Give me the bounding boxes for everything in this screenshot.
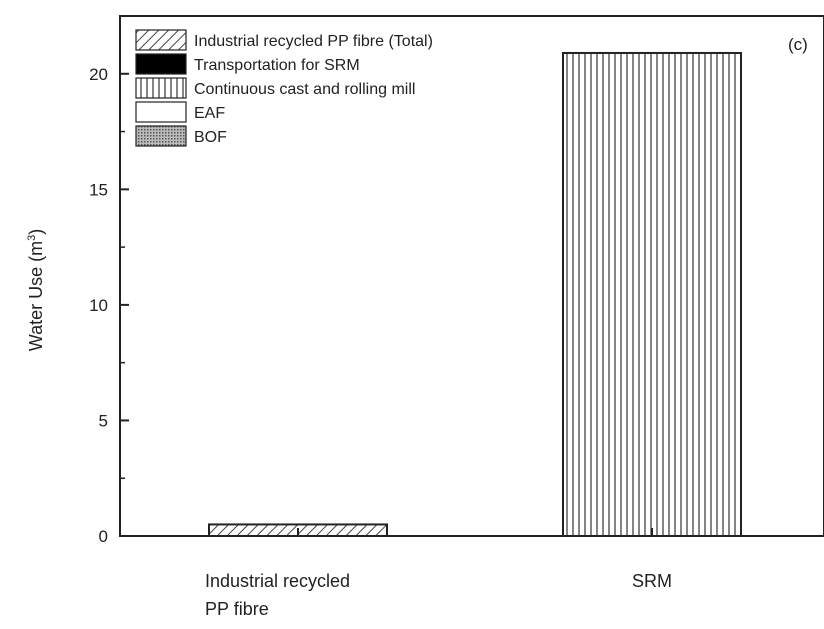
plot-frame [119, 15, 824, 537]
legend-label: EAF [194, 105, 225, 122]
y-axis-title: Water Use (m3) [26, 229, 46, 351]
legend-label: Transportation for SRM [194, 57, 360, 74]
x-category-label: Industrial recycled [205, 571, 350, 591]
legend-swatch [135, 53, 187, 75]
legend-label: Industrial recycled PP fibre (Total) [194, 33, 433, 50]
y-tick-label: 0 [99, 527, 108, 546]
bars-layer [208, 51, 742, 538]
x-category-label: PP fibre [205, 599, 269, 619]
y-axis-title-sup: 3 [26, 235, 38, 241]
y-axis-title-close: ) [26, 229, 46, 235]
y-tick-label: 10 [89, 296, 108, 315]
legend: Industrial recycled PP fibre (Total) Tran… [135, 29, 433, 147]
bar-segment [562, 51, 742, 537]
x-category-label: SRM [632, 571, 672, 591]
legend-label: Continuous cast and rolling mill [194, 81, 415, 98]
legend-swatch [135, 101, 187, 123]
y-tick-label: 20 [89, 65, 108, 84]
legend-swatch [135, 77, 187, 99]
y-tick-label: 15 [89, 180, 108, 199]
legend-label: BOF [194, 129, 227, 146]
legend-swatch [135, 29, 187, 51]
y-tick-label: 5 [99, 411, 108, 430]
panel-label: (c) [788, 35, 808, 54]
axes-layer: 0 5 10 15 20 Industrial recycled PP fibre SRM [89, 15, 672, 619]
y-axis-title-main: Water Use (m [26, 241, 46, 351]
legend-swatch [135, 125, 187, 147]
